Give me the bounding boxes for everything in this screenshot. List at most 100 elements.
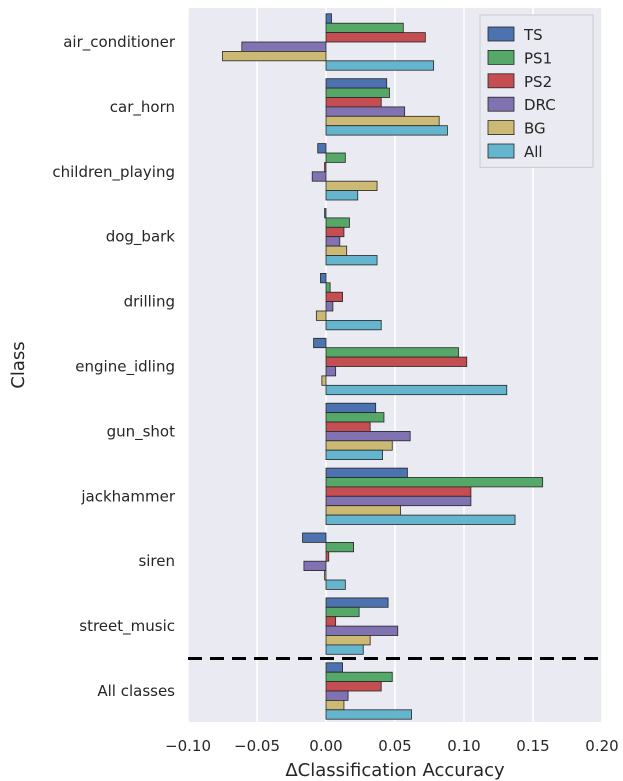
x-tick-label: −0.10 [165,737,211,755]
bar-PS1-air_conditioner [325,22,404,34]
legend-swatch-PS1 [487,50,515,65]
bar-PS2-engine_idling [325,356,468,367]
y-tick-label: air_conditioner [63,33,176,52]
bar-PS2-car_horn [325,97,382,108]
x-tick-label: 0.00 [309,737,342,755]
bar-PS2-siren [325,551,330,562]
bar-BG-gun_shot [325,440,393,451]
bar-PS1-All classes [325,671,393,683]
bar-All-car_horn [325,125,448,136]
bar-DRC-engine_idling [325,366,337,377]
bar-TS-air_conditioner [325,13,332,24]
y-tick-label: car_horn [110,98,175,117]
x-axis-label: ΔClassification Accuracy [285,760,505,781]
bar-BG-drilling [315,310,327,321]
bar-DRC-siren [303,560,327,572]
bar-PS1-children_playing [325,152,346,163]
x-tick-label: 0.05 [378,737,411,755]
bar-BG-All classes [325,700,345,711]
bar-TS-street_music [325,597,389,608]
bar-PS2-jackhammer [325,486,472,497]
y-tick-label: All classes [97,682,175,700]
bar-TS-siren [302,532,327,543]
y-tick-label: jackhammer [80,487,175,505]
bar-All-air_conditioner [325,60,435,71]
legend-label-BG: BG [524,120,546,138]
legend-swatch-BG [487,120,515,135]
bar-PS2-All classes [325,681,382,692]
bar-TS-engine_idling [313,337,327,349]
bar-BG-siren [324,570,327,581]
legend-swatch-DRC [487,96,515,112]
y-tick-label: drilling [124,293,175,311]
bar-PS1-gun_shot [325,412,385,423]
bar-PS1-street_music [325,606,360,618]
bar-All-dog_bark [325,255,378,266]
y-tick-label: siren [138,552,175,570]
bar-PS2-gun_shot [325,421,371,432]
bar-All-drilling [325,319,382,331]
bar-PS1-car_horn [325,87,390,98]
bar-DRC-gun_shot [325,430,411,442]
bar-BG-car_horn [325,115,440,127]
legend-swatch-PS2 [487,73,515,89]
bar-DRC-drilling [325,301,334,312]
bar-PS2-air_conditioner [325,32,426,43]
y-tick-label: engine_idling [75,358,175,377]
bar-DRC-street_music [325,625,399,636]
bar-BG-dog_bark [325,245,348,256]
bar-DRC-air_conditioner [241,41,327,52]
legend-swatch-TS [487,26,515,42]
legend-label-DRC: DRC [524,96,556,114]
legend-swatch-All [487,143,515,159]
x-tick-label: 0.10 [447,737,480,755]
bar-BG-street_music [325,635,371,646]
bar-BG-children_playing [325,180,378,191]
legend-label-TS: TS [523,26,543,44]
bar-All-All classes [325,709,412,720]
bar-All-children_playing [325,190,359,201]
bar-DRC-children_playing [311,171,327,182]
bar-All-engine_idling [325,384,508,396]
bar-DRC-car_horn [325,106,406,117]
y-tick-label: dog_bark [106,228,176,247]
bar-BG-engine_idling [321,375,327,386]
bar-PS1-drilling [325,282,331,293]
bar-BG-air_conditioner [222,51,327,62]
bar-PS2-street_music [325,616,337,627]
y-axis-label: Class [8,341,29,388]
y-tick-label: street_music [79,617,175,636]
bar-PS1-siren [325,542,355,553]
y-tick-labels: air_conditioner car_horn children_playingd… [52,33,175,700]
bar-All-street_music [325,644,364,655]
bar-TS-car_horn [325,78,388,89]
bar-TS-dog_bark [324,208,327,219]
legend-label-PS1: PS1 [524,49,552,67]
bar-TS-gun_shot [325,402,377,414]
y-tick-label: children_playing [52,163,175,182]
bar-PS1-engine_idling [325,347,459,358]
bar-PS2-drilling [325,291,343,303]
x-tick-label: 0.20 [585,737,618,755]
bar-All-gun_shot [325,449,383,461]
legend-label-PS2: PS2 [524,73,552,91]
bar-DRC-All classes [325,690,349,701]
bar-PS2-children_playing [324,161,327,173]
bar-PS2-dog_bark [325,226,345,238]
bar-All-jackhammer [325,514,516,525]
bar-TS-drilling [320,272,327,284]
bar-DRC-jackhammer [325,495,472,507]
x-tick-label: 0.15 [516,737,549,755]
bar-TS-jackhammer [325,467,408,478]
bars [222,13,544,720]
legend: TS PS1 PS2 DRC BG All [479,14,594,168]
bar-PS1-dog_bark [325,217,350,228]
x-tick-labels: −0.10 −0.05 0.00 0.05 0.10 0.15 0.20 [165,737,619,755]
bar-DRC-dog_bark [325,236,341,247]
x-tick-label: −0.05 [234,737,280,755]
bar-TS-children_playing [317,143,327,154]
bar-All-siren [325,579,346,590]
bar-BG-jackhammer [325,505,401,516]
bar-TS-All classes [325,662,343,673]
legend-label-All: All [524,143,543,161]
